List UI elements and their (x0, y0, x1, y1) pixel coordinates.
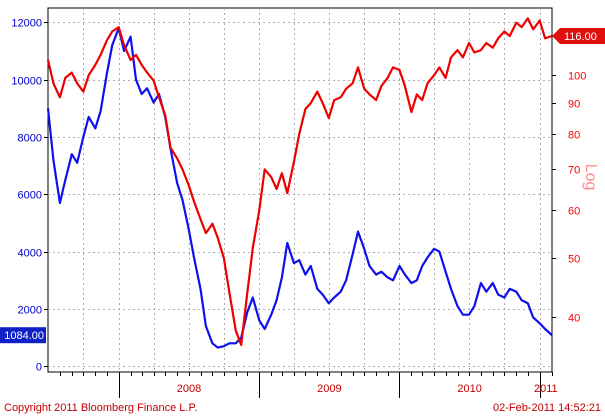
right-tick-label: 100 (568, 71, 586, 83)
right-tick-label: 40 (568, 313, 580, 325)
x-tick-label: 2011 (534, 383, 558, 395)
left-tick-label: 8000 (18, 133, 42, 145)
series-line-red (46, 17, 553, 347)
horizontal-gridlines (48, 22, 552, 367)
right-tick-label: 70 (568, 165, 580, 177)
right-tick-label: 90 (568, 99, 580, 111)
right-tick-label: 80 (568, 130, 580, 142)
copyright-text: Copyright 2011 Bloomberg Finance L.P. (4, 402, 198, 414)
left-tick-label: 6000 (18, 190, 42, 202)
series-line-blue (46, 27, 553, 349)
right-tick-label: 50 (568, 254, 580, 266)
plot-frame (47, 7, 553, 373)
last-value-label-left: 1084.00 (4, 330, 44, 342)
last-value-label-right: 116.00 (564, 31, 597, 43)
left-tick-label: 0 (36, 362, 42, 374)
left-tick-label: 2000 (18, 305, 42, 317)
left-tick-label: 12000 (11, 18, 42, 30)
last-value-box-right (552, 28, 605, 45)
vertical-gridlines (83, 8, 541, 372)
x-tick-label: 2009 (317, 383, 341, 395)
last-value-box-left (0, 327, 46, 344)
left-tick-label: 4000 (18, 248, 42, 260)
x-tick-label: 2008 (177, 383, 201, 395)
x-tick-label: 2010 (457, 383, 481, 395)
right-axis-label: Log (582, 164, 599, 191)
timestamp-text: 02-Feb-2011 14:52:21 (492, 402, 601, 414)
left-tick-label: 10000 (11, 76, 42, 88)
right-tick-label: 60 (568, 206, 580, 218)
